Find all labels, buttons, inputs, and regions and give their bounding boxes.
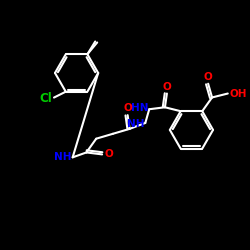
Text: O: O [162, 82, 171, 92]
Text: HN: HN [131, 103, 148, 113]
Text: O: O [123, 103, 132, 113]
Text: Cl: Cl [39, 92, 52, 105]
Text: NH: NH [54, 152, 72, 162]
Text: OH: OH [230, 88, 247, 99]
Text: NH: NH [127, 119, 144, 129]
Text: O: O [204, 72, 212, 82]
Text: O: O [104, 150, 113, 160]
